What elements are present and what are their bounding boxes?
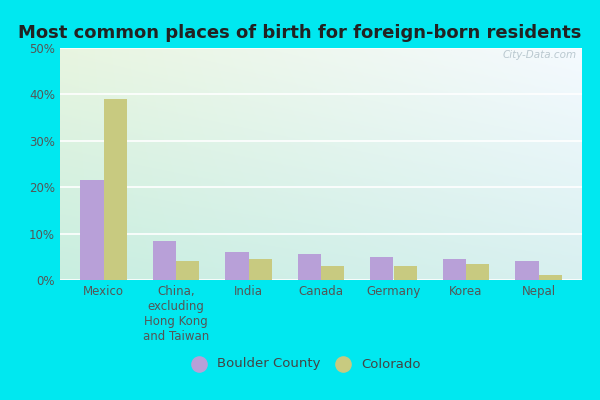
Bar: [321, 266, 344, 280]
Bar: [176, 262, 199, 280]
Bar: [80, 180, 104, 280]
Bar: [394, 266, 417, 280]
Bar: [104, 99, 127, 280]
Point: [194, 361, 204, 367]
Text: Colorado: Colorado: [361, 358, 421, 370]
Point: [338, 361, 348, 367]
Bar: [298, 254, 321, 280]
Bar: [248, 259, 272, 280]
Bar: [466, 264, 489, 280]
Bar: [515, 262, 539, 280]
Bar: [226, 252, 248, 280]
Bar: [443, 259, 466, 280]
Text: Most common places of birth for foreign-born residents: Most common places of birth for foreign-…: [19, 24, 581, 42]
Bar: [370, 257, 394, 280]
Bar: [153, 240, 176, 280]
Bar: [539, 275, 562, 280]
Text: Boulder County: Boulder County: [217, 358, 320, 370]
Text: City-Data.com: City-Data.com: [503, 50, 577, 60]
